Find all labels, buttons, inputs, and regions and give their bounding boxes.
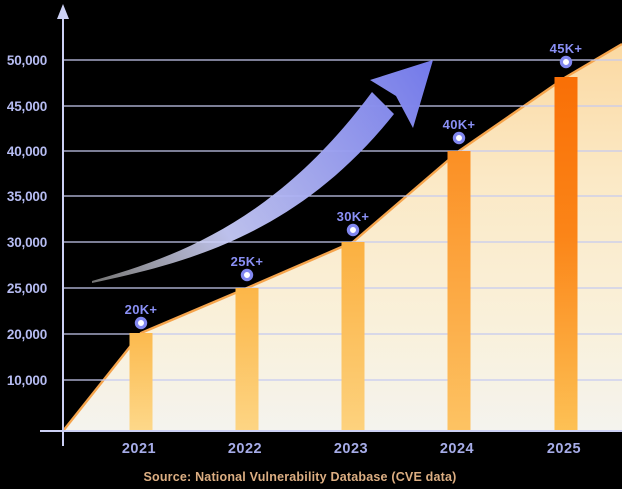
marker-2022-icon bbox=[240, 268, 254, 282]
y-tick-label-20000: 20,000 bbox=[7, 327, 47, 342]
y-tick-labels: 50,000 45,000 40,000 35,000 30,000 25,00… bbox=[7, 53, 47, 388]
marker-2024-icon bbox=[452, 131, 466, 145]
marker-2021-icon bbox=[134, 316, 148, 330]
y-tick-label-25000: 25,000 bbox=[7, 281, 47, 296]
y-axis-arrowhead-icon bbox=[57, 4, 69, 19]
value-label-2021: 20K+ bbox=[125, 302, 158, 317]
bar-2024 bbox=[447, 151, 471, 431]
growth-trend-arrow-icon bbox=[92, 60, 433, 283]
y-tick-label-50000: 50,000 bbox=[7, 53, 47, 68]
arrow-swoosh bbox=[92, 92, 394, 283]
arrow-head bbox=[370, 60, 433, 128]
x-tick-label-2025: 2025 bbox=[547, 441, 581, 457]
value-label-2022: 25K+ bbox=[231, 254, 264, 269]
value-label-2024: 40K+ bbox=[443, 117, 476, 132]
y-tick-label-45000: 45,000 bbox=[7, 99, 47, 114]
y-tick-label-40000: 40,000 bbox=[7, 144, 47, 159]
x-tick-label-2022: 2022 bbox=[228, 441, 262, 457]
value-labels: 20K+ 25K+ 30K+ 40K+ 45K+ bbox=[125, 41, 583, 317]
value-label-2023: 30K+ bbox=[337, 209, 370, 224]
x-tick-label-2024: 2024 bbox=[440, 441, 474, 457]
data-point-markers bbox=[134, 55, 573, 330]
bar-2022 bbox=[235, 288, 259, 431]
source-note: Source: National Vulnerability Database … bbox=[143, 470, 456, 484]
bar-2025 bbox=[554, 77, 578, 431]
marker-2023-icon bbox=[346, 223, 360, 237]
y-tick-label-10000: 10,000 bbox=[7, 373, 47, 388]
y-tick-label-35000: 35,000 bbox=[7, 189, 47, 204]
value-label-2025: 45K+ bbox=[550, 41, 583, 56]
x-tick-labels: 2021 2022 2023 2024 2025 bbox=[122, 441, 581, 457]
bar-series bbox=[129, 77, 578, 431]
axes bbox=[40, 4, 622, 446]
marker-2025-icon bbox=[559, 55, 573, 69]
bar-2021 bbox=[129, 333, 153, 431]
x-tick-label-2021: 2021 bbox=[122, 441, 156, 457]
y-tick-label-30000: 30,000 bbox=[7, 235, 47, 250]
bar-2023 bbox=[341, 242, 365, 431]
x-tick-label-2023: 2023 bbox=[334, 441, 368, 457]
